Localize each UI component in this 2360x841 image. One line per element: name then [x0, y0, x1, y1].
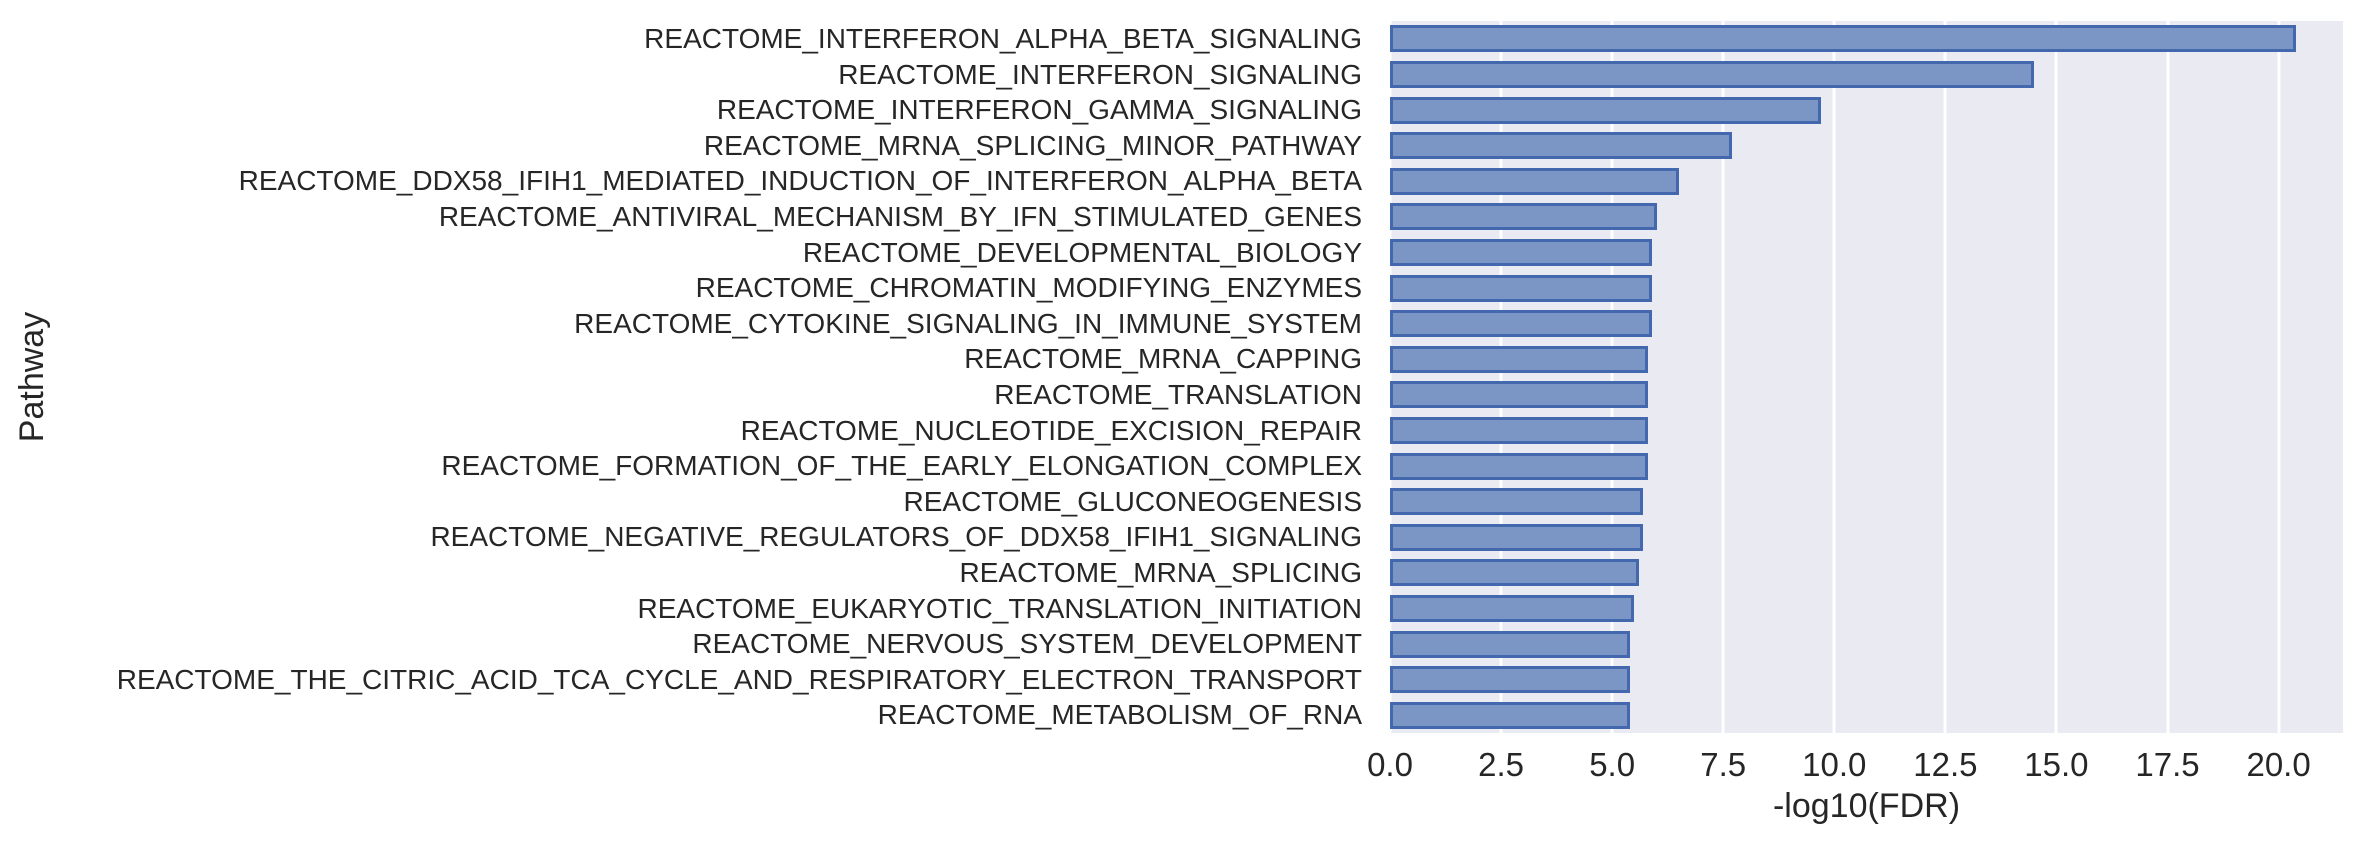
- y-tick-label: REACTOME_FORMATION_OF_THE_EARLY_ELONGATI…: [441, 450, 1362, 482]
- gridline: [2166, 21, 2169, 733]
- bar: [1390, 594, 1635, 622]
- x-tick-label: 5.0: [1589, 746, 1636, 783]
- x-tick-label: 20.0: [2246, 746, 2311, 783]
- x-tick-label: 0.0: [1367, 746, 1413, 783]
- bar: [1390, 381, 1648, 409]
- x-tick-label: 10.0: [1802, 746, 1867, 783]
- bar: [1390, 559, 1639, 587]
- x-tick-label: 12.5: [1913, 746, 1978, 783]
- bar: [1390, 701, 1630, 729]
- y-tick-label: REACTOME_INTERFERON_ALPHA_BETA_SIGNALING: [644, 23, 1362, 54]
- gridline: [1832, 21, 1836, 733]
- y-tick-label: REACTOME_NUCLEOTIDE_EXCISION_REPAIR: [740, 414, 1362, 446]
- gridline: [2054, 21, 2058, 733]
- bar: [1390, 666, 1630, 694]
- y-tick-label: REACTOME_MRNA_SPLICING_MINOR_PATHWAY: [703, 129, 1362, 161]
- y-tick-label: REACTOME_INTERFERON_SIGNALING: [838, 58, 1362, 90]
- bar: [1390, 96, 1821, 124]
- x-tick-label: 7.5: [1700, 746, 1747, 783]
- gridline: [1499, 21, 1503, 733]
- bar: [1390, 132, 1733, 160]
- y-tick-label: REACTOME_EUKARYOTIC_TRANSLATION_INITIATI…: [637, 592, 1363, 624]
- gridline: [2277, 21, 2281, 733]
- y-tick-label: REACTOME_DDX58_IFIH1_MEDIATED_INDUCTION_…: [238, 165, 1362, 197]
- y-tick-label: REACTOME_METABOLISM_OF_RNA: [877, 699, 1362, 731]
- bar: [1390, 60, 2035, 88]
- bar: [1390, 630, 1630, 658]
- y-tick-label: REACTOME_MRNA_SPLICING: [959, 557, 1362, 588]
- bar: [1390, 25, 2297, 53]
- bar: [1390, 345, 1648, 373]
- x-tick-label: 17.5: [2135, 746, 2200, 783]
- y-tick-label: REACTOME_TRANSLATION: [994, 379, 1362, 410]
- plot-area: [1390, 21, 2343, 733]
- bar: [1390, 452, 1648, 480]
- bar: [1390, 310, 1653, 338]
- y-tick-labels: REACTOME_INTERFERON_ALPHA_BETA_SIGNALING…: [0, 21, 1362, 733]
- bar: [1390, 203, 1657, 231]
- x-tick-label: 15.0: [2024, 746, 2089, 783]
- bar: [1390, 416, 1648, 444]
- gridline: [1390, 21, 1392, 733]
- y-tick-label: REACTOME_GLUCONEOGENESIS: [903, 485, 1362, 517]
- y-tick-label: REACTOME_MRNA_CAPPING: [964, 343, 1362, 375]
- bar: [1390, 167, 1679, 195]
- bar: [1390, 274, 1653, 302]
- y-tick-label: REACTOME_DEVELOPMENTAL_BIOLOGY: [802, 236, 1362, 268]
- gridline: [1610, 21, 1614, 733]
- x-tick-label: 2.5: [1478, 746, 1524, 783]
- bar: [1390, 238, 1653, 266]
- gridline: [1943, 21, 1947, 733]
- y-tick-label: REACTOME_CHROMATIN_MODIFYING_ENZYMES: [695, 272, 1362, 304]
- y-tick-label: REACTOME_ANTIVIRAL_MECHANISM_BY_IFN_STIM…: [438, 201, 1362, 232]
- bar: [1390, 523, 1644, 551]
- gridline: [1721, 21, 1725, 733]
- y-tick-label: REACTOME_INTERFERON_GAMMA_SIGNALING: [716, 94, 1362, 126]
- y-tick-label: REACTOME_NEGATIVE_REGULATORS_OF_DDX58_IF…: [430, 521, 1362, 553]
- bar: [1390, 488, 1644, 516]
- y-tick-label: REACTOME_THE_CITRIC_ACID_TCA_CYCLE_AND_R…: [116, 663, 1362, 695]
- x-axis-label: -log10(FDR): [1772, 787, 1961, 825]
- y-tick-label: REACTOME_CYTOKINE_SIGNALING_IN_IMMUNE_SY…: [574, 307, 1362, 339]
- y-tick-label: REACTOME_NERVOUS_SYSTEM_DEVELOPMENT: [692, 628, 1362, 660]
